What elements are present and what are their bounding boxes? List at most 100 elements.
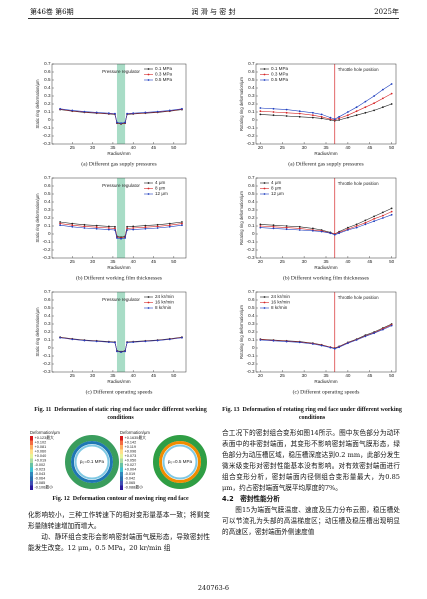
data-point (285, 340, 288, 343)
fig11-caption: Fig. 11 Deformation of static ring end f… (28, 406, 213, 422)
data-point (132, 112, 135, 115)
subcaption: (a) Different gas supply pressures (288, 160, 363, 167)
x-tick-label: 45 (151, 145, 157, 150)
y-tick-label: 0.7 (44, 175, 51, 180)
paragraph: 图15为端面气膜温度、速度及压力分布云图，稳压槽处可以节流孔为头部的高温梯度区；… (222, 506, 400, 536)
data-point (373, 217, 376, 220)
x-tick-label: 35 (323, 373, 329, 378)
data-point (381, 88, 384, 91)
x-tick-label: 45 (151, 373, 157, 378)
data-point (95, 226, 98, 229)
data-point (181, 221, 183, 223)
regulator-band (116, 292, 126, 372)
data-point (83, 227, 86, 229)
data-point (381, 97, 384, 100)
data-point (355, 114, 358, 117)
y-tick-label: -0.2 (247, 247, 255, 252)
data-point (298, 112, 301, 115)
data-point (320, 230, 323, 233)
y-tick-label: -0.3 (247, 141, 255, 146)
y-tick-label: 0.5 (248, 305, 255, 310)
y-axis-label: Static ring deformation/μm (35, 307, 40, 356)
data-point (168, 338, 171, 341)
series-line (260, 324, 392, 349)
data-point (346, 111, 349, 113)
data-point (329, 116, 332, 119)
y-tick-label: -0.3 (43, 369, 51, 374)
x-tick-label: 50 (171, 145, 177, 150)
data-point (168, 222, 171, 225)
x-axis-label: Radius/mm (107, 379, 130, 384)
series-line (260, 83, 392, 120)
y-tick-label: 0.2 (44, 329, 51, 334)
x-tick-label: 35 (110, 373, 116, 378)
x-tick-label: 30 (302, 373, 308, 378)
region-label: Pressure regulator (102, 183, 140, 188)
data-point (83, 223, 86, 226)
y-tick-label: -0.1 (43, 239, 51, 244)
y-tick-label: 0.2 (248, 101, 255, 106)
ring-outer (153, 435, 207, 489)
legend-swatch (30, 472, 33, 477)
legend-marker (147, 187, 150, 190)
data-point (272, 114, 275, 117)
y-tick-label: 0.3 (44, 207, 51, 212)
legend-value: -0.019 (125, 472, 136, 476)
y-tick-label: 0.5 (248, 77, 255, 82)
data-point (338, 346, 341, 349)
data-point (346, 116, 349, 119)
data-point (381, 214, 384, 217)
legend-swatch (120, 436, 123, 441)
legend-swatch (30, 467, 33, 472)
data-point (320, 113, 323, 116)
legend-title: Deformation/μm (30, 430, 60, 435)
legend-swatch (30, 436, 33, 441)
data-point (144, 340, 147, 343)
data-point (285, 108, 288, 111)
caption-text: Deformation contour of moving ring end f… (72, 496, 189, 502)
x-axis-label: Radius/mm (314, 151, 337, 156)
data-point (272, 224, 275, 227)
y-tick-label: -0.2 (247, 133, 255, 138)
data-point (156, 110, 159, 113)
data-point (144, 224, 147, 227)
paragraph: 化影响较小，三种工作转速下的相对变形量基本一致；将剩变形量随转速增加而增大。 (28, 511, 210, 530)
legend-swatch (30, 440, 33, 445)
legend-label: 12 μm (271, 191, 284, 196)
legend-value: -0.064 (35, 477, 46, 481)
y-tick-label: 0.7 (248, 61, 255, 66)
data-point (132, 227, 135, 229)
legend-swatch (120, 454, 123, 459)
data-point (116, 121, 118, 124)
data-point (116, 237, 118, 239)
data-point (390, 210, 393, 213)
legend-value: +0.040 (35, 454, 47, 458)
y-tick-label: 0.1 (248, 223, 255, 228)
legend-value: +0.050 (125, 459, 137, 463)
legend-label: 0.5 MPa (271, 77, 289, 82)
legend-swatch (120, 467, 123, 472)
data-point (71, 338, 74, 341)
data-point (333, 118, 336, 121)
legend-marker (263, 68, 266, 70)
y-tick-label: 0.6 (44, 183, 51, 188)
y-tick-label: -0.3 (43, 141, 51, 146)
data-point (355, 106, 358, 109)
data-point (338, 119, 341, 121)
data-point (329, 232, 332, 235)
y-tick-label: 0.1 (248, 109, 255, 114)
x-axis-label: Radius/mm (107, 151, 130, 156)
data-point (114, 341, 116, 344)
legend-marker (147, 68, 150, 70)
data-point (338, 232, 341, 235)
legend-swatch (120, 472, 123, 477)
section-heading: 4.2 密封性能分析 (222, 495, 280, 503)
region-label: Pressure regulator (102, 69, 140, 74)
legend-swatch (120, 485, 123, 490)
data-point (329, 346, 332, 349)
ring-mid (71, 441, 113, 483)
data-point (144, 226, 147, 229)
fig12-caption: Fig. 12 Deformation contour of moving ri… (28, 495, 213, 503)
legend-value: +0.119 (125, 445, 136, 449)
data-point (364, 111, 367, 114)
